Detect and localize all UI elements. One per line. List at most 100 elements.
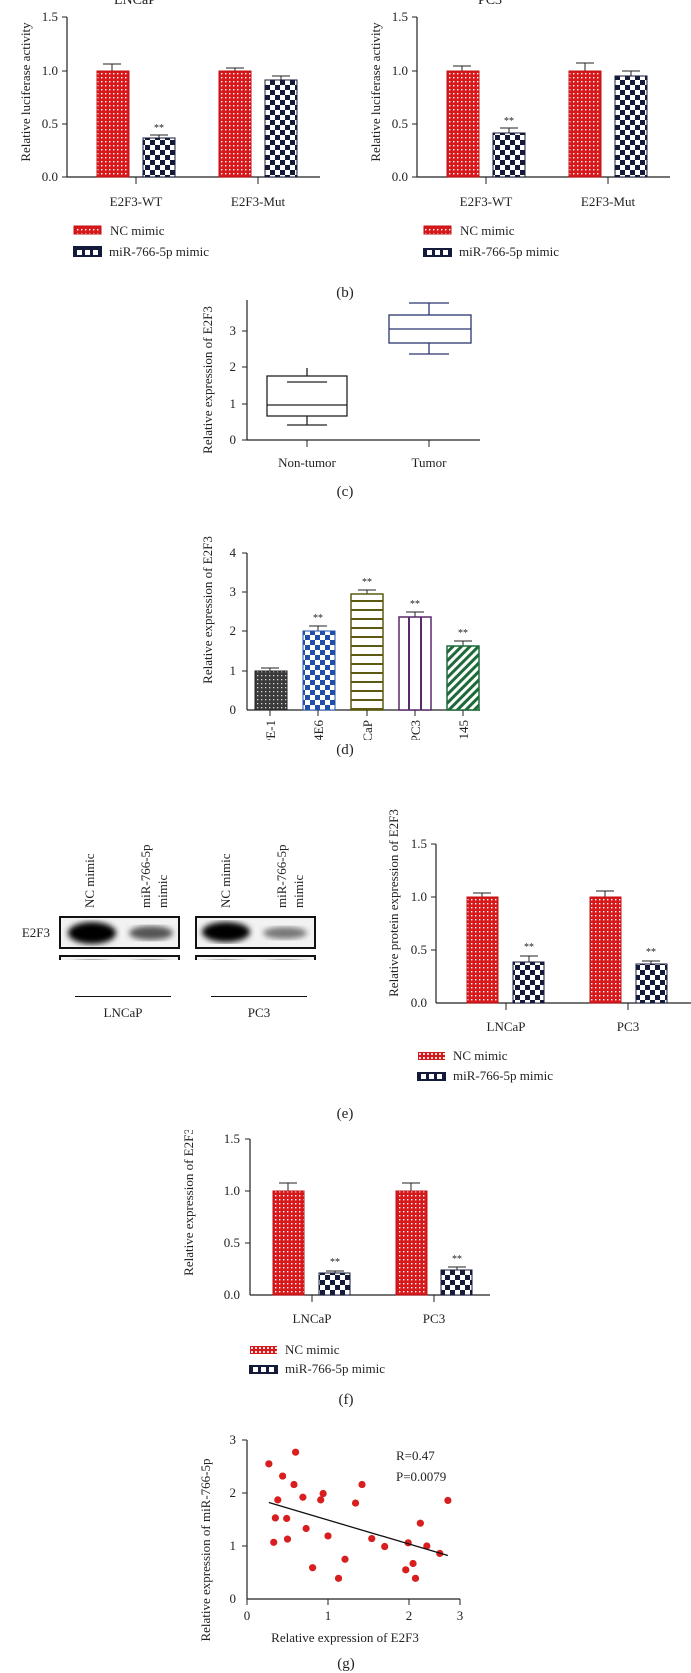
significance-mark: ** (504, 116, 514, 127)
y-tick: 1.0 (411, 889, 427, 904)
group-label-pc3: PC3 (247, 1005, 271, 1020)
scatter-point (368, 1534, 376, 1543)
chart-g-scatter: Relative expression of miR-766-5p 3 2 1 … (170, 1420, 500, 1667)
y-tick: 1 (230, 663, 237, 678)
bars: ** ** (272, 1182, 473, 1302)
y-tick: 2 (230, 359, 237, 374)
significance-mark: ** (458, 628, 468, 639)
x-tick: LNCaP (293, 1311, 332, 1326)
legend-label-mir: miR-766-5p mimic (453, 1068, 554, 1083)
legend-row-nc: NC mimic (250, 1340, 385, 1359)
scatter-point (358, 1480, 366, 1489)
scatter-point (309, 1564, 317, 1572)
caption-b: (b) (336, 285, 354, 301)
scatter-point (292, 1448, 300, 1456)
chart-c-svg: Relative expression of E2F3 4 3 2 1 0 **… (200, 286, 480, 470)
bar-nc-mut (568, 70, 602, 178)
blot-lncap-e2f3 (59, 916, 180, 949)
y-tick: 1.0 (42, 63, 58, 78)
scatter-point (444, 1496, 452, 1505)
legend-row-mir: miR-766-5p mimic (423, 244, 559, 260)
scatter-point (302, 1524, 310, 1533)
y-tick: 4 (230, 545, 237, 560)
y-tick: 0 (230, 1591, 237, 1606)
y-tick: 3 (230, 1432, 237, 1447)
bar-p4e6 (302, 630, 336, 711)
y-tick: 0.0 (392, 169, 408, 184)
y-axis-label: Relative protein expression of E2F3 (386, 809, 401, 997)
lane-label: miR-766-5p (138, 844, 153, 908)
bar-nc-wt (96, 70, 130, 178)
scatter-point (416, 1519, 424, 1527)
y-tick: 1.5 (224, 1131, 240, 1146)
chart-d-cell-lines: Relative expression of E2F3 4 3 2 1 0 **… (180, 510, 500, 766)
legend-row-mir: miR-766-5p mimic (73, 244, 210, 260)
caption-f: (f) (338, 1392, 354, 1408)
y-tick: 0.0 (42, 169, 58, 184)
western-blot: NC mimic miR-766-5p mimic NC mimic miR-7… (0, 790, 345, 987)
annotation-p: P=0.0079 (396, 1469, 446, 1484)
scatter-point (381, 1542, 389, 1551)
bar-nc-mut (218, 70, 252, 178)
bar-rwpe-1 (254, 670, 288, 711)
group-line-pc3 (211, 996, 307, 997)
y-tick: 1.5 (392, 9, 408, 24)
x-tick: PC3 (423, 1311, 445, 1326)
box-non-tumor (266, 368, 348, 426)
x-axis-label: Relative expression of E2F3 (271, 1630, 419, 1645)
y-tick: 1.0 (392, 63, 408, 78)
scatter-point (283, 1514, 291, 1523)
bar-du145 (446, 645, 480, 711)
significance-mark: ** (410, 599, 420, 610)
scatter-point (334, 1574, 343, 1582)
y-axis-label: Relative expression of E2F3 (181, 1130, 196, 1276)
scatter-point (271, 1514, 279, 1522)
x-tick: PC3 (617, 1019, 639, 1034)
legend-label-nc: NC mimic (110, 223, 165, 238)
significance-mark: ** (524, 942, 534, 953)
legend-label-mir: miR-766-5p mimic (109, 244, 210, 259)
y-ticks: 4 3 2 1 0 (230, 545, 247, 717)
bar-mir-pc3 (635, 963, 668, 1004)
y-axis-label: Relative luciferase activity (18, 22, 33, 162)
western-blot-svg: NC mimic miR-766-5p mimic NC mimic miR-7… (7, 844, 316, 987)
x-tick: DU145 (456, 720, 471, 740)
y-tick: 0 (230, 702, 237, 717)
y-tick: 0.5 (411, 942, 427, 957)
chart-b-lncap-svg: LNCaP Relative luciferase activity 1.5 1… (18, 0, 320, 255)
y-tick: 0.5 (392, 116, 408, 131)
scatter-point (409, 1559, 417, 1568)
y-tick: 1.5 (411, 836, 427, 851)
chart-c-boxplot: Relative expression of E2F3 4 3 2 1 0 **… (180, 286, 500, 490)
y-tick: 2 (230, 623, 237, 638)
legend-label-nc: NC mimic (460, 223, 515, 238)
legend-swatch-mir (423, 248, 452, 257)
bar-nc-wt (446, 70, 480, 178)
chart-b-pc3: PC3 Relative luciferase activity 1.5 1.0… (340, 0, 691, 250)
chart-title: LNCaP (114, 0, 156, 8)
scatter-point (317, 1496, 325, 1504)
legend-swatch-nc (423, 225, 452, 235)
legend-swatch-nc (250, 1346, 277, 1354)
lane-label: miR-766-5p (274, 844, 289, 908)
legend-swatch-mir (73, 248, 102, 257)
scatter-point (319, 1489, 327, 1498)
x-tick: E2F3-Mut (581, 194, 636, 209)
x-tick: LNCaP (360, 720, 375, 740)
scatter-point (270, 1538, 278, 1546)
x-tick: RWPE-1 (263, 720, 278, 740)
legend-swatch-mir (417, 1072, 446, 1081)
scatter-point (411, 1574, 420, 1582)
x-ticks: 0 1 2 3 (244, 1599, 463, 1623)
y-ticks: 4 3 2 1 0 (230, 286, 247, 447)
chart-f-svg: Relative expression of E2F3 1.5 1.0 0.5 … (181, 1128, 490, 1326)
lane-label: mimic (155, 875, 170, 908)
significance-mark: ** (452, 1254, 462, 1265)
x-tick: Non-tumor (278, 455, 336, 470)
legend-swatch-nc (73, 225, 102, 235)
y-tick: 2 (230, 1485, 237, 1500)
legend-swatch-nc (418, 1052, 445, 1060)
bars: ** (446, 62, 648, 184)
chart-b-pc3-svg: PC3 Relative luciferase activity 1.5 1.0… (368, 0, 670, 238)
annotation-r: R=0.47 (396, 1448, 435, 1463)
